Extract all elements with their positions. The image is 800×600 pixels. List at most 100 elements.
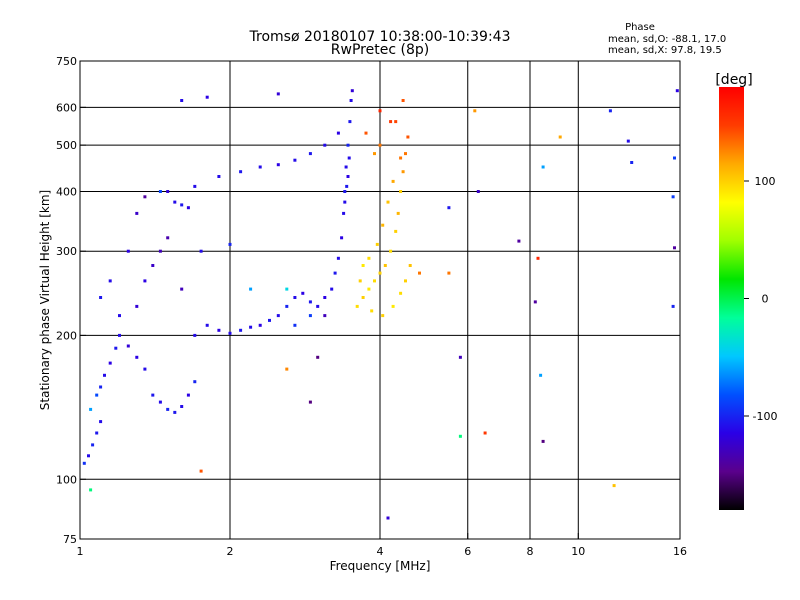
x-tick-label: 2 xyxy=(227,545,234,558)
data-point xyxy=(517,239,521,243)
data-point xyxy=(95,431,99,435)
data-point xyxy=(285,304,289,308)
data-point xyxy=(418,271,421,275)
data-point xyxy=(293,296,297,299)
data-point xyxy=(186,393,190,397)
data-point xyxy=(608,109,612,113)
data-point xyxy=(301,291,305,295)
chart-subtitle: RwPretec (8p) xyxy=(331,42,429,58)
data-point xyxy=(173,410,177,414)
stats-line-o: mean, sd,O: -88.1, 17.0 xyxy=(608,34,726,45)
x-tick-label: 6 xyxy=(464,545,471,558)
data-point xyxy=(348,120,352,124)
colorbar xyxy=(719,87,744,510)
data-point xyxy=(186,206,190,210)
data-point xyxy=(391,304,395,308)
data-point xyxy=(399,190,403,193)
colorbar-tick-label: -100 xyxy=(753,410,778,423)
data-point xyxy=(89,407,93,411)
data-point xyxy=(378,109,382,113)
data-point xyxy=(361,264,365,267)
data-point xyxy=(458,434,462,438)
data-point xyxy=(89,488,93,492)
data-point xyxy=(541,439,545,443)
data-point xyxy=(671,304,675,308)
colorbar-tick-label: 100 xyxy=(755,175,776,188)
data-point xyxy=(336,131,340,135)
data-point xyxy=(386,200,390,204)
data-point xyxy=(114,346,118,350)
data-point xyxy=(336,256,340,260)
data-point xyxy=(673,246,676,250)
data-point xyxy=(316,355,320,359)
data-point xyxy=(180,287,184,291)
data-point xyxy=(258,165,262,169)
data-point xyxy=(355,304,359,308)
stats-header: Phase xyxy=(625,22,655,33)
y-tick-label: 300 xyxy=(56,245,77,258)
data-point xyxy=(343,200,347,204)
data-point xyxy=(228,331,232,335)
x-axis-label: Frequency [MHz] xyxy=(330,559,431,573)
data-point xyxy=(166,236,170,240)
data-point xyxy=(199,469,203,473)
data-point xyxy=(375,242,379,246)
data-point xyxy=(473,109,477,113)
data-point xyxy=(285,287,289,291)
data-point xyxy=(193,184,197,188)
data-point xyxy=(166,190,170,193)
y-tick-label: 400 xyxy=(56,185,77,198)
data-point xyxy=(135,304,139,308)
data-point xyxy=(180,99,184,102)
data-point xyxy=(173,200,177,204)
data-point xyxy=(404,152,407,156)
data-point xyxy=(87,454,90,458)
data-point xyxy=(349,99,353,102)
data-point xyxy=(344,165,348,169)
data-point xyxy=(391,179,395,183)
data-point xyxy=(151,393,155,397)
x-tick-label: 10 xyxy=(571,545,585,558)
data-point xyxy=(323,143,327,147)
data-point xyxy=(533,300,537,304)
x-tick-label: 1 xyxy=(77,545,84,558)
x-tick-label: 8 xyxy=(527,545,534,558)
data-point xyxy=(401,170,405,174)
data-point xyxy=(323,314,327,318)
data-point xyxy=(404,279,407,283)
y-tick-label: 500 xyxy=(56,139,77,152)
colorbar-label: [deg] xyxy=(715,72,752,88)
data-point xyxy=(308,400,312,404)
data-point xyxy=(143,195,147,199)
data-point xyxy=(539,373,543,377)
data-point xyxy=(126,249,130,253)
data-point xyxy=(118,314,121,318)
grid-lines xyxy=(80,61,680,539)
data-point xyxy=(276,163,280,167)
data-point xyxy=(447,271,451,275)
data-point xyxy=(630,161,634,164)
data-point xyxy=(276,314,280,318)
data-point xyxy=(193,380,197,384)
data-point xyxy=(199,249,203,253)
data-point xyxy=(239,170,243,174)
y-axis-label: Stationary phase Virtual Height [km] xyxy=(38,190,52,410)
data-point xyxy=(399,291,403,295)
data-point xyxy=(308,152,312,156)
data-point xyxy=(249,325,253,329)
y-tick-label: 600 xyxy=(56,101,77,114)
data-point xyxy=(143,367,147,371)
colorbar-ticks: 100 0 -100 xyxy=(744,175,777,423)
data-point xyxy=(671,195,675,199)
data-point xyxy=(205,323,209,327)
x-tick-label: 16 xyxy=(673,545,687,558)
data-point xyxy=(91,443,95,447)
x-axis-ticks: 1 2 4 6 8 10 16 xyxy=(77,533,687,558)
data-point xyxy=(158,249,162,253)
data-point xyxy=(258,323,262,327)
data-point xyxy=(373,279,376,283)
data-point xyxy=(180,405,184,408)
data-point xyxy=(399,156,403,160)
data-point xyxy=(151,264,155,267)
